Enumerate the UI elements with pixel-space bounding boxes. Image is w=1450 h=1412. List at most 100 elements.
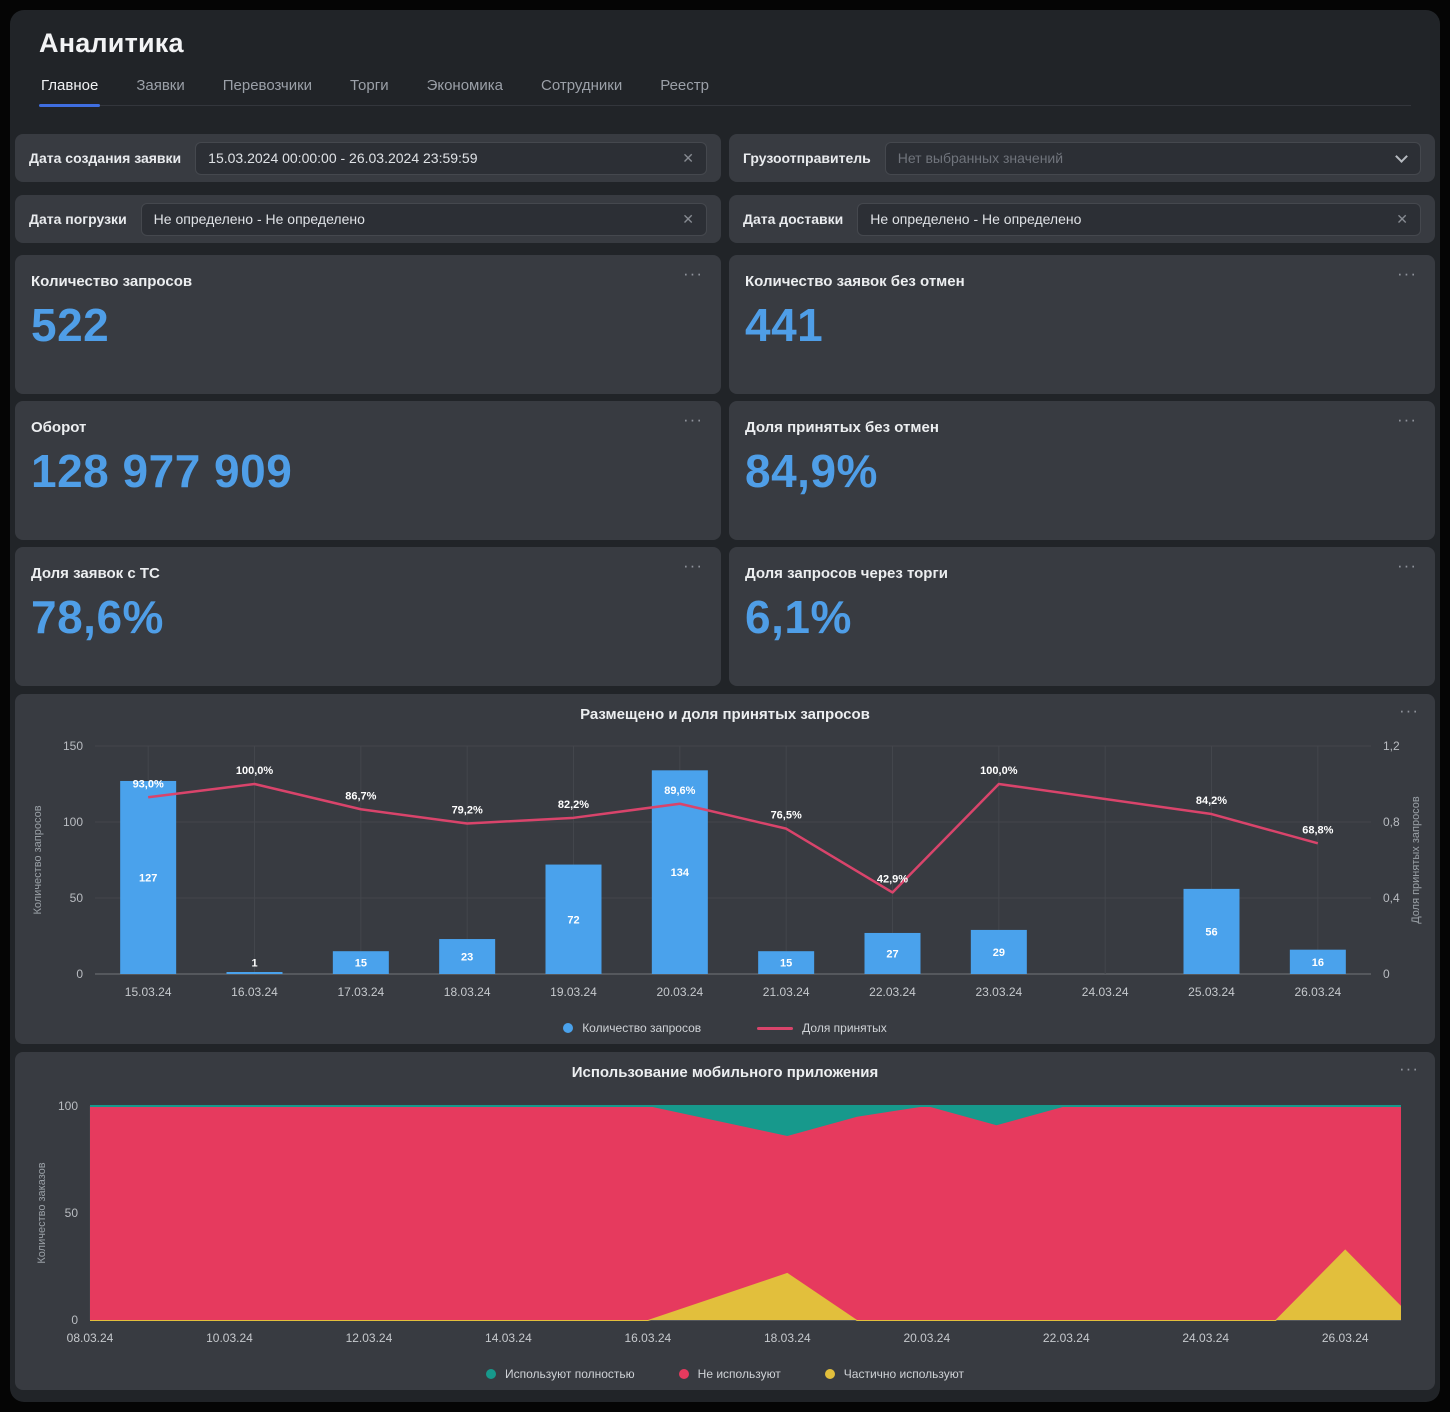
bar-18.03.24 (439, 939, 496, 974)
kpi-title: Доля заявок с ТС (31, 565, 160, 582)
tab-perevozchiki[interactable]: Перевозчики (222, 77, 313, 94)
x-tick-label: 23.03.24 (975, 985, 1022, 999)
kpi-card-orders-no-cancel: Количество заявок без отмен ··· 441 (729, 255, 1435, 394)
chevron-down-icon[interactable] (1395, 149, 1408, 163)
x-tick-label: 25.03.24 (1188, 985, 1235, 999)
kpi-value: 522 (31, 299, 110, 351)
creation-date-value: 15.03.2024 00:00:00 - 26.03.2024 23:59:5… (208, 150, 478, 166)
line-label: 42,9% (877, 873, 908, 885)
kpi-value: 84,9% (745, 445, 878, 497)
line-label: 79,2% (452, 805, 483, 817)
clear-icon[interactable]: ✕ (1396, 210, 1408, 227)
bar-22.03.24 (864, 932, 921, 974)
analytics-page: Аналитика Главное Заявки Перевозчики Тор… (10, 10, 1440, 1402)
left-axis-title: Количество запросов (32, 805, 44, 914)
more-menu-icon[interactable]: ··· (683, 410, 703, 429)
x-tick-label: 18.03.24 (764, 1331, 811, 1345)
kpi-card-ts-share: Доля заявок с ТС ··· 78,6% (15, 547, 721, 686)
more-menu-icon[interactable]: ··· (1397, 264, 1417, 283)
filter-loading-date: Дата погрузки Не определено - Не определ… (15, 195, 721, 243)
tab-glavnoe[interactable]: Главное (39, 73, 101, 107)
legend-label: Используют полностью (504, 1367, 635, 1381)
area-Используют полностью (90, 1106, 1401, 1136)
kpi-card-requests-count: Количество запросов ··· 522 (15, 255, 721, 394)
kpi-card-turnover: Оборот ··· 128 977 909 (15, 401, 721, 540)
x-tick-label: 14.03.24 (485, 1331, 532, 1345)
line-label: 84,2% (1196, 795, 1227, 807)
line-label: 100,0% (980, 765, 1018, 777)
stacked-area-chart: 0 50 100 Количество заказов 08.03.24 10.03.24… (36, 1099, 1401, 1345)
more-menu-icon[interactable]: ··· (1399, 1059, 1419, 1078)
filter-shipper: Грузоотправитель Нет выбранных значений (729, 134, 1435, 182)
bar-label: 134 (671, 867, 690, 879)
y-axis-title: Количество заказов (36, 1162, 48, 1263)
areas-group (90, 1104, 1401, 1321)
bar-25.03.24 (1183, 888, 1240, 974)
clear-icon[interactable]: ✕ (682, 210, 694, 227)
filter-shipper-label: Грузоотправитель (743, 150, 871, 166)
x-tick-label: 26.03.24 (1294, 985, 1341, 999)
tab-torgi[interactable]: Торги (350, 77, 389, 94)
legend-label: Не используют (697, 1367, 781, 1381)
svg-text:100: 100 (63, 815, 83, 829)
legend-item-requests[interactable]: Количество запросов (563, 1021, 701, 1035)
x-tick-label: 20.03.24 (656, 985, 703, 999)
x-tick-label: 24.03.24 (1182, 1331, 1229, 1345)
bar-23.03.24 (970, 929, 1027, 974)
legend-line-icon (757, 1026, 794, 1030)
area-Частично используют (90, 1249, 1401, 1320)
svg-text:0,4: 0,4 (1383, 891, 1400, 905)
legend-item-accepted[interactable]: Доля принятых (757, 1021, 887, 1035)
tab-reestr[interactable]: Реестр (660, 77, 709, 94)
x-tick-label: 12.03.24 (346, 1331, 393, 1345)
legend-dot-icon (563, 1023, 574, 1033)
more-menu-icon[interactable]: ··· (683, 264, 703, 283)
svg-text:0: 0 (76, 967, 83, 981)
svg-text:0: 0 (1383, 967, 1390, 981)
legend-item-full-use[interactable]: Используют полностью (485, 1367, 635, 1381)
shipper-select[interactable]: Нет выбранных значений (884, 141, 1421, 175)
kpi-card-auction-share: Доля запросов через торги ··· 6,1% (729, 547, 1435, 686)
chart1-legend: Количество запросов Доля принятых (15, 1018, 1435, 1038)
kpi-card-accepted-share: Доля принятых без отмен ··· 84,9% (729, 401, 1435, 540)
kpi-value: 441 (745, 299, 824, 351)
filter-creation-date-label: Дата создания заявки (29, 150, 182, 166)
creation-date-input[interactable]: 15.03.2024 00:00:00 - 26.03.2024 23:59:5… (195, 141, 707, 175)
x-tick-label: 16.03.24 (231, 985, 278, 999)
filter-creation-date: Дата создания заявки 15.03.2024 00:00:00… (15, 134, 721, 182)
line-label: 68,8% (1302, 824, 1333, 836)
filter-delivery-date-label: Дата доставки (743, 211, 844, 227)
delivery-date-input[interactable]: Не определено - Не определено ✕ (857, 202, 1421, 236)
kpi-title: Оборот (31, 419, 87, 436)
more-menu-icon[interactable]: ··· (683, 556, 703, 575)
x-tick-label: 22.03.24 (1043, 1331, 1090, 1345)
x-tick-label: 21.03.24 (763, 985, 810, 999)
x-tick-label: 20.03.24 (903, 1331, 950, 1345)
x-tick-label: 10.03.24 (206, 1331, 253, 1345)
legend-dot-icon (824, 1369, 835, 1379)
x-tick-label: 08.03.24 (67, 1331, 114, 1345)
legend-item-partial-use[interactable]: Частично используют (824, 1367, 964, 1381)
bar-label: 29 (993, 947, 1005, 959)
kpi-title: Доля запросов через торги (745, 565, 948, 582)
loading-date-input[interactable]: Не определено - Не определено ✕ (140, 202, 707, 236)
bar-label: 72 (567, 914, 579, 926)
more-menu-icon[interactable]: ··· (1397, 410, 1417, 429)
tab-sotrudniki[interactable]: Сотрудники (540, 77, 623, 94)
line-label: 93,0% (133, 778, 164, 790)
clear-icon[interactable]: ✕ (682, 149, 694, 166)
loading-date-value: Не определено - Не определено (153, 211, 365, 227)
kpi-value: 128 977 909 (31, 445, 293, 497)
bars-group (120, 770, 1346, 974)
bar-19.03.24 (545, 864, 602, 974)
tab-ekonomika[interactable]: Экономика (426, 77, 503, 94)
chart-panel-placed-requests: Размещено и доля принятых запросов ··· 1… (15, 694, 1435, 1044)
more-menu-icon[interactable]: ··· (1397, 556, 1417, 575)
x-tick-label: 15.03.24 (125, 985, 172, 999)
filter-delivery-date: Дата доставки Не определено - Не определ… (729, 195, 1435, 243)
legend-item-no-use[interactable]: Не используют (678, 1367, 781, 1381)
tab-zayavki[interactable]: Заявки (136, 77, 185, 94)
more-menu-icon[interactable]: ··· (1399, 701, 1419, 720)
kpi-value: 78,6% (31, 591, 164, 643)
